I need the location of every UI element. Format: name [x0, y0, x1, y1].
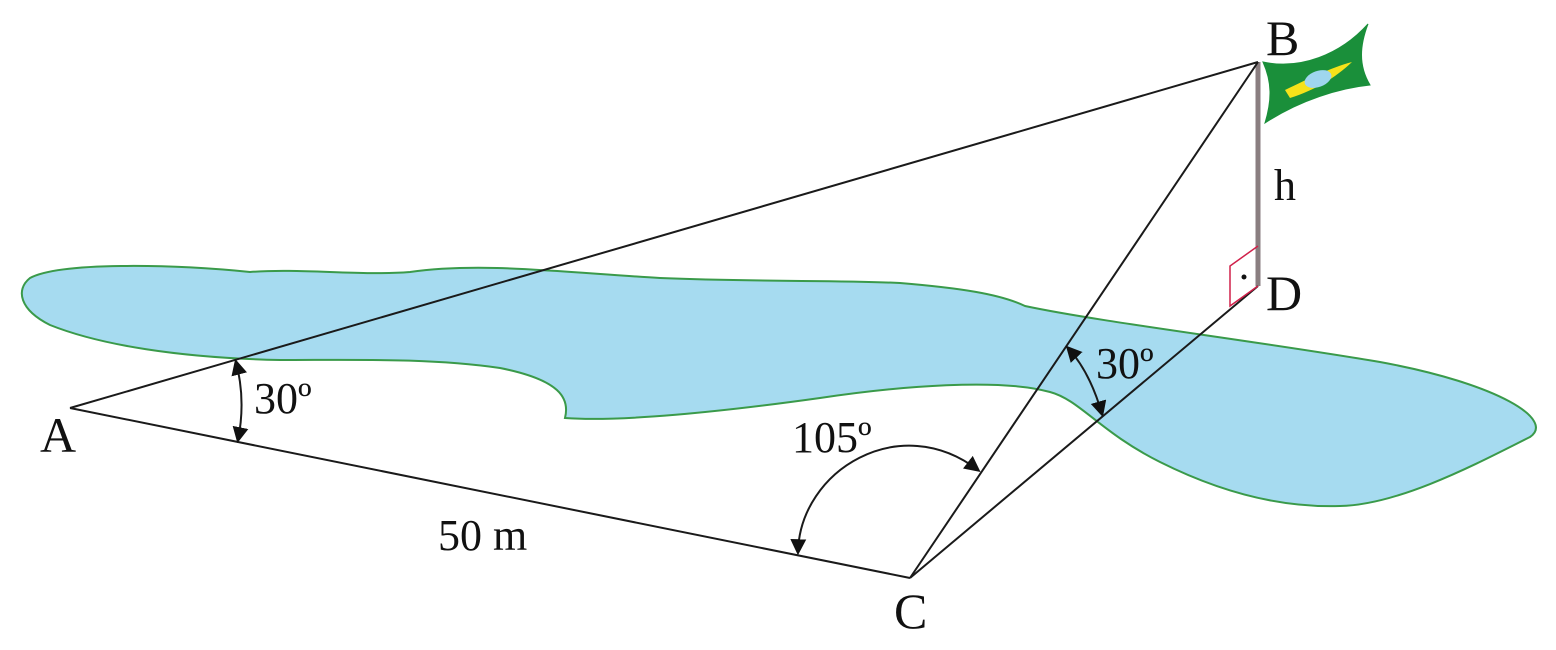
point-label-C: C	[894, 583, 927, 639]
brazil-flag-icon	[1262, 23, 1371, 125]
point-label-A: A	[40, 407, 76, 463]
point-label-D: D	[1266, 265, 1302, 321]
length-label-AC: 50 m	[438, 511, 527, 560]
angle-label-A: 30º	[254, 374, 312, 423]
line-AC	[69, 407, 911, 579]
right-angle-marker	[1229, 245, 1259, 308]
angle-arc-A	[231, 358, 249, 444]
point-label-B: B	[1266, 10, 1299, 66]
lake	[20, 264, 1537, 508]
height-label-h: h	[1274, 161, 1296, 210]
line-AB	[69, 61, 1259, 409]
angle-arc-C	[790, 444, 981, 556]
angle-label-C: 105º	[792, 413, 872, 462]
angle-arc-D	[1065, 345, 1107, 418]
angle-label-D: 30º	[1096, 339, 1154, 388]
